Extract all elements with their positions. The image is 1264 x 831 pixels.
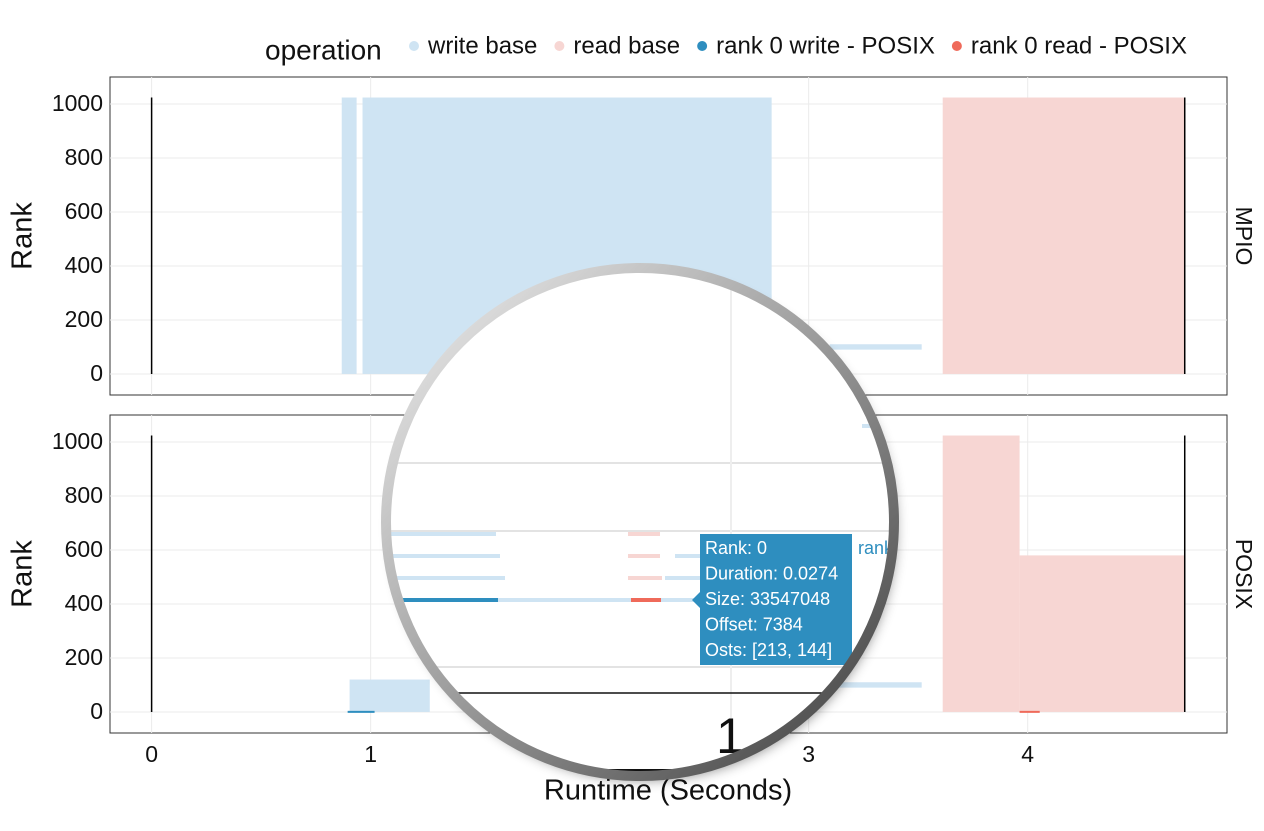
legend-label: rank 0 read - POSIX [971,32,1187,59]
y-tick-label: 1000 [52,90,103,116]
span [942,435,1020,712]
facet-label: POSIX [1231,539,1257,609]
y-axis-label: Rank [7,540,39,608]
legend-label: read base [573,32,680,59]
y-tick-label: 200 [65,644,103,670]
facet-label: MPIO [1231,207,1257,266]
y-tick-label: 400 [65,252,103,278]
legend-swatch [409,41,419,51]
tooltip-line: Duration: 0.0274 [705,563,838,583]
magnified-label: rank [858,538,894,558]
x-tick-label: 4 [1021,741,1034,767]
legend-label: write base [427,32,537,59]
span [341,97,357,374]
tooltip-pointer [692,592,700,608]
tooltip-line: Rank: 0 [705,538,767,558]
tooltip-line: Offset: 7384 [705,614,803,634]
tooltip-line: Osts: [213, 144] [705,640,832,660]
y-axis-label: Rank [7,202,39,270]
lens-rim [381,263,899,781]
span [347,710,375,713]
span [829,344,922,350]
y-tick-label: 600 [65,536,103,562]
y-tick-label: 800 [65,144,103,170]
x-tick-label: 1 [364,741,377,767]
span [942,97,1185,374]
tooltip-box [700,534,852,665]
span [349,679,430,712]
tooltip: Rank: 0 Duration: 0.0274 Size: 33547048 Off… [692,534,852,665]
legend-swatch [554,41,565,51]
legend-title: operation [265,34,382,65]
legend-swatch [951,41,962,51]
legend-label: rank 0 write - POSIX [716,32,935,59]
y-tick-label: 200 [65,306,103,332]
legend-swatch [697,41,708,51]
y-tick-label: 1000 [52,428,103,454]
x-tick-label: 3 [802,741,815,767]
y-tick-label: 800 [65,482,103,508]
span [1019,555,1185,712]
y-tick-label: 0 [90,360,103,386]
y-tick-label: 0 [90,698,103,724]
y-tick-label: 600 [65,198,103,224]
span [1019,710,1040,713]
span [829,682,922,688]
y-tick-label: 400 [65,590,103,616]
x-tick-label: 0 [145,741,158,767]
tooltip-line: Size: 33547048 [705,589,830,609]
x-axis-label: Runtime (Seconds) [544,775,792,807]
